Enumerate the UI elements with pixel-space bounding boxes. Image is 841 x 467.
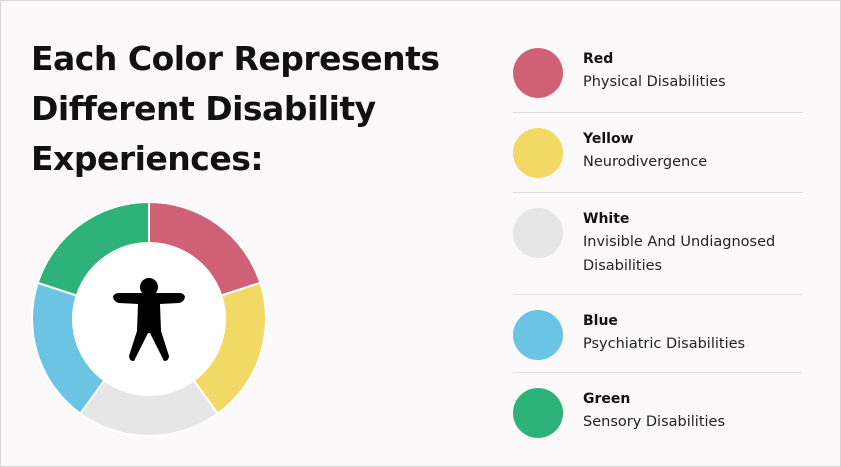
legend-description: Physical Disabilities <box>583 74 726 90</box>
divider <box>513 192 802 193</box>
legend-swatch <box>513 208 563 258</box>
legend-swatch <box>513 310 563 360</box>
legend-name: Green <box>583 391 631 407</box>
donut <box>31 200 267 437</box>
legend-description: Neurodivergence <box>583 154 708 170</box>
accessibility-icon <box>113 278 185 361</box>
legend-description: Psychiatric Disabilities <box>583 336 746 352</box>
legend-name: Yellow <box>583 131 634 147</box>
divider <box>513 112 802 113</box>
legend-swatch <box>513 48 563 98</box>
legend-description: Sensory Disabilities <box>583 414 726 430</box>
legend-description: Invisible And Undiagnosed Disabilities <box>583 234 776 274</box>
title-line: Each Color Represents <box>31 39 440 78</box>
divider <box>513 294 802 295</box>
title-line: Experiences: <box>31 139 264 178</box>
legend-swatch <box>513 388 563 438</box>
legend-swatch <box>513 128 563 178</box>
legend-name: White <box>583 211 630 227</box>
title-line: Different Disability <box>31 89 376 128</box>
legend-name: Red <box>583 51 614 67</box>
divider <box>513 372 802 373</box>
legend-name: Blue <box>583 313 618 329</box>
